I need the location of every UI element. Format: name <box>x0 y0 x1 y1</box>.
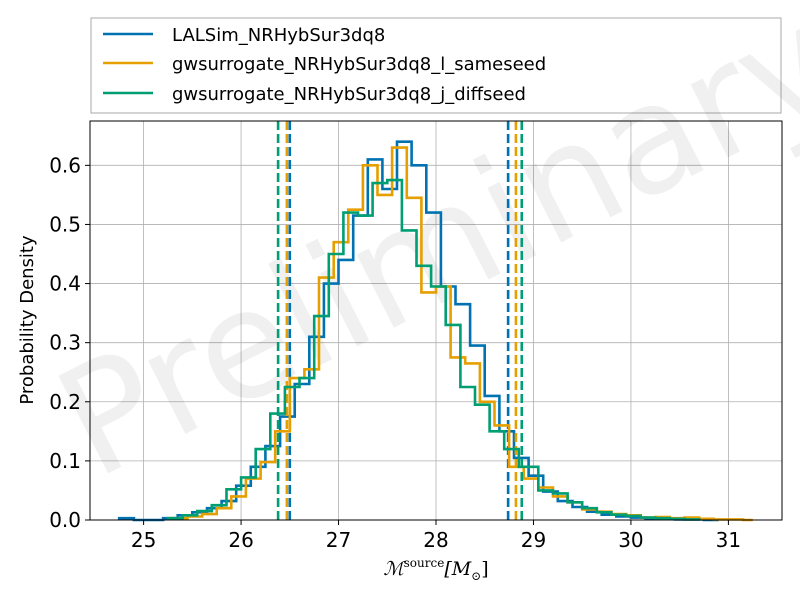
x-tick-label: 26 <box>228 528 253 552</box>
legend-entry: gwsurrogate_NRHybSur3dq8_j_diffseed <box>103 84 526 105</box>
x-axis-label: ℳsource[M⊙] <box>383 556 488 583</box>
legend-entry: gwsurrogate_NRHybSur3dq8_l_sameseed <box>103 54 546 75</box>
x-tick-label: 29 <box>521 528 546 552</box>
legend: LALSim_NRHybSur3dq8 gwsurrogate_NRHybSur… <box>90 17 782 114</box>
histogram-step-line <box>166 178 701 521</box>
y-tick-label: 0.2 <box>49 390 81 414</box>
y-tick-label: 0.3 <box>49 331 81 355</box>
y-tick-label: 0.4 <box>49 272 81 296</box>
x-axis-label-symbol: ℳ <box>383 558 406 580</box>
x-tick-label: 27 <box>326 528 351 552</box>
legend-label: gwsurrogate_NRHybSur3dq8_l_sameseed <box>172 54 546 75</box>
x-tick-label: 28 <box>423 528 448 552</box>
legend-label: gwsurrogate_NRHybSur3dq8_j_diffseed <box>172 84 526 105</box>
y-tick-label: 0.6 <box>49 153 81 177</box>
y-axis-label: Probability Density <box>17 235 38 405</box>
x-axis-ticks: 25 26 27 28 29 30 31 <box>131 520 741 552</box>
x-axis-label-unit-open: [M <box>444 558 471 580</box>
x-tick-label: 30 <box>618 528 643 552</box>
legend-entry: LALSim_NRHybSur3dq8 <box>103 25 385 46</box>
y-tick-label: 0.5 <box>49 212 81 236</box>
series-3 <box>166 121 701 521</box>
legend-frame <box>90 17 782 114</box>
y-tick-label: 0.0 <box>49 508 81 532</box>
series-layer <box>117 121 753 522</box>
y-axis-ticks: 0.0 0.1 0.2 0.3 0.4 0.5 0.6 <box>49 153 90 532</box>
y-tick-label: 0.1 <box>49 449 81 473</box>
x-tick-label: 31 <box>716 528 741 552</box>
legend-label: LALSim_NRHybSur3dq8 <box>172 25 385 46</box>
x-axis-label-unit-close: ] <box>481 558 488 580</box>
x-axis-label-unit-subscript: ⊙ <box>471 569 481 583</box>
x-tick-label: 25 <box>131 528 156 552</box>
x-axis-label-superscript: source <box>404 556 445 570</box>
